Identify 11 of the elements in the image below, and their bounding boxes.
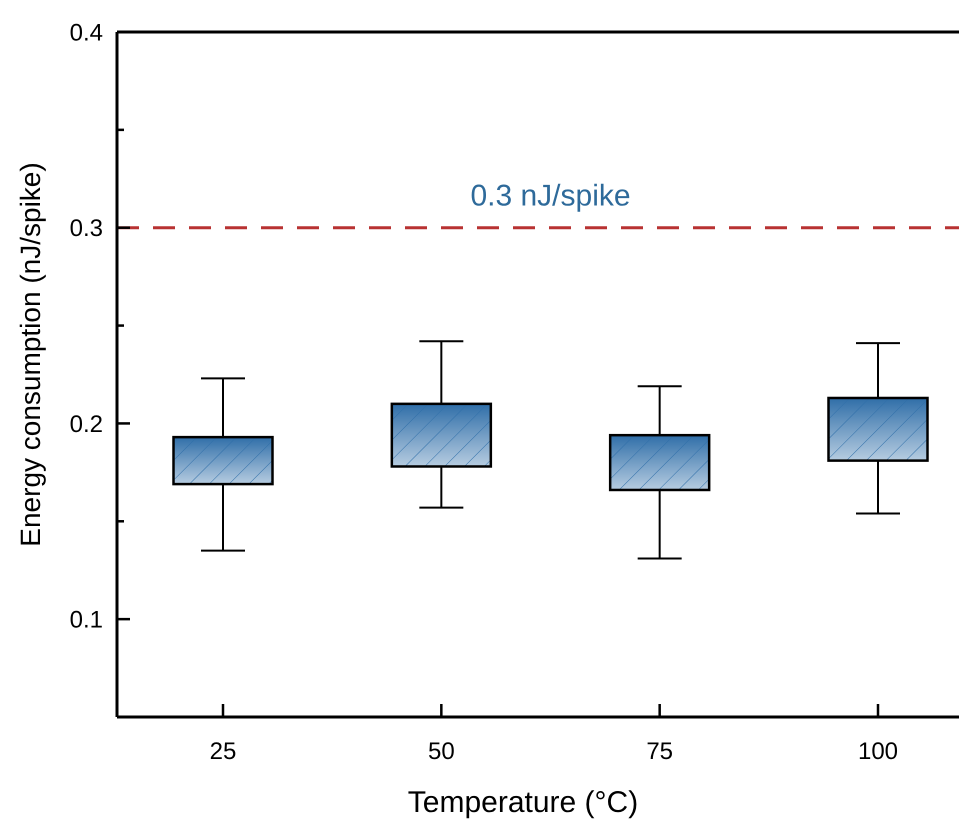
x-tick-label: 100: [858, 738, 898, 765]
x-axis-title: Temperature (°C): [408, 786, 638, 819]
y-tick-label: 0.1: [70, 606, 103, 634]
x-tick-label: 25: [210, 738, 236, 765]
y-tick-label: 0.3: [70, 215, 103, 242]
ref-line-label: 0.3 nJ/spike: [470, 180, 631, 213]
y-tick-label: 0.2: [70, 410, 103, 438]
y-axis-title: Energy consumption (nJ/spike): [15, 162, 46, 547]
x-tick-label: 50: [428, 738, 455, 765]
x-tick-label: 75: [646, 738, 674, 765]
y-tick-label: 0.4: [70, 19, 103, 46]
